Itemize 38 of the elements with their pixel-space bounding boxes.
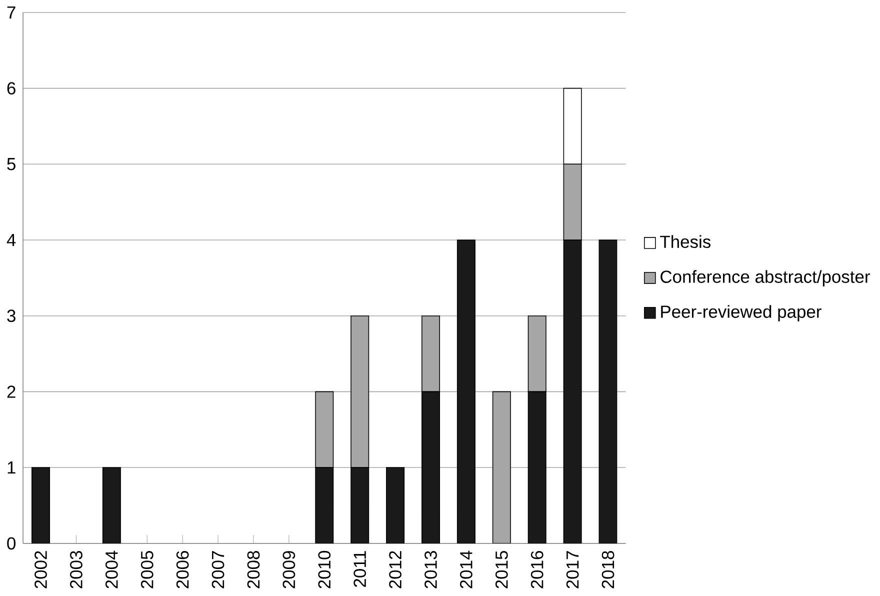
x-tick-label: 2011 bbox=[354, 551, 366, 588]
bar bbox=[421, 316, 440, 392]
legend-label: Peer-reviewed paper bbox=[661, 305, 822, 322]
x-tick-label: 2002 bbox=[34, 551, 47, 588]
x-tick-label: 2008 bbox=[247, 551, 260, 588]
bar bbox=[386, 467, 405, 544]
bar bbox=[456, 240, 476, 544]
y-tick-label: 7 bbox=[7, 6, 16, 19]
legend-label: Thesis bbox=[660, 235, 710, 248]
legend-label: Conference abstract/poster bbox=[660, 270, 870, 287]
x-tick-label: 2018 bbox=[602, 551, 614, 588]
x-tick-label: 2006 bbox=[176, 551, 189, 588]
x-tick-label: 2010 bbox=[318, 551, 331, 588]
bar bbox=[563, 164, 582, 241]
x-tick-label: 2004 bbox=[105, 550, 118, 588]
x-tick-label: 2017 bbox=[566, 551, 579, 588]
y-tick-label: 3 bbox=[7, 310, 16, 322]
x-tick-label: 2007 bbox=[212, 551, 224, 588]
bar bbox=[32, 467, 50, 544]
bar bbox=[102, 467, 121, 544]
y-tick-label: 6 bbox=[7, 82, 16, 95]
x-tick-label: 2012 bbox=[389, 551, 402, 588]
x-tick-label: 2005 bbox=[140, 551, 154, 588]
y-tick-label: 0 bbox=[7, 537, 16, 550]
bar bbox=[598, 240, 618, 544]
x-tick-label: 2013 bbox=[424, 551, 437, 588]
y-tick-label: 1 bbox=[8, 462, 16, 474]
bar bbox=[315, 392, 334, 468]
bar bbox=[350, 316, 370, 468]
x-tick-label: 2003 bbox=[70, 551, 82, 588]
y-tick-label: 4 bbox=[6, 234, 16, 246]
x-tick-label: 2009 bbox=[282, 551, 296, 588]
y-tick-label: 2 bbox=[7, 386, 16, 398]
x-tick-label: 2016 bbox=[530, 551, 544, 588]
y-tick-label: 5 bbox=[7, 158, 16, 170]
bar bbox=[528, 316, 546, 392]
x-tick-label: 2015 bbox=[495, 551, 508, 588]
x-tick-label: 2014 bbox=[460, 550, 472, 588]
